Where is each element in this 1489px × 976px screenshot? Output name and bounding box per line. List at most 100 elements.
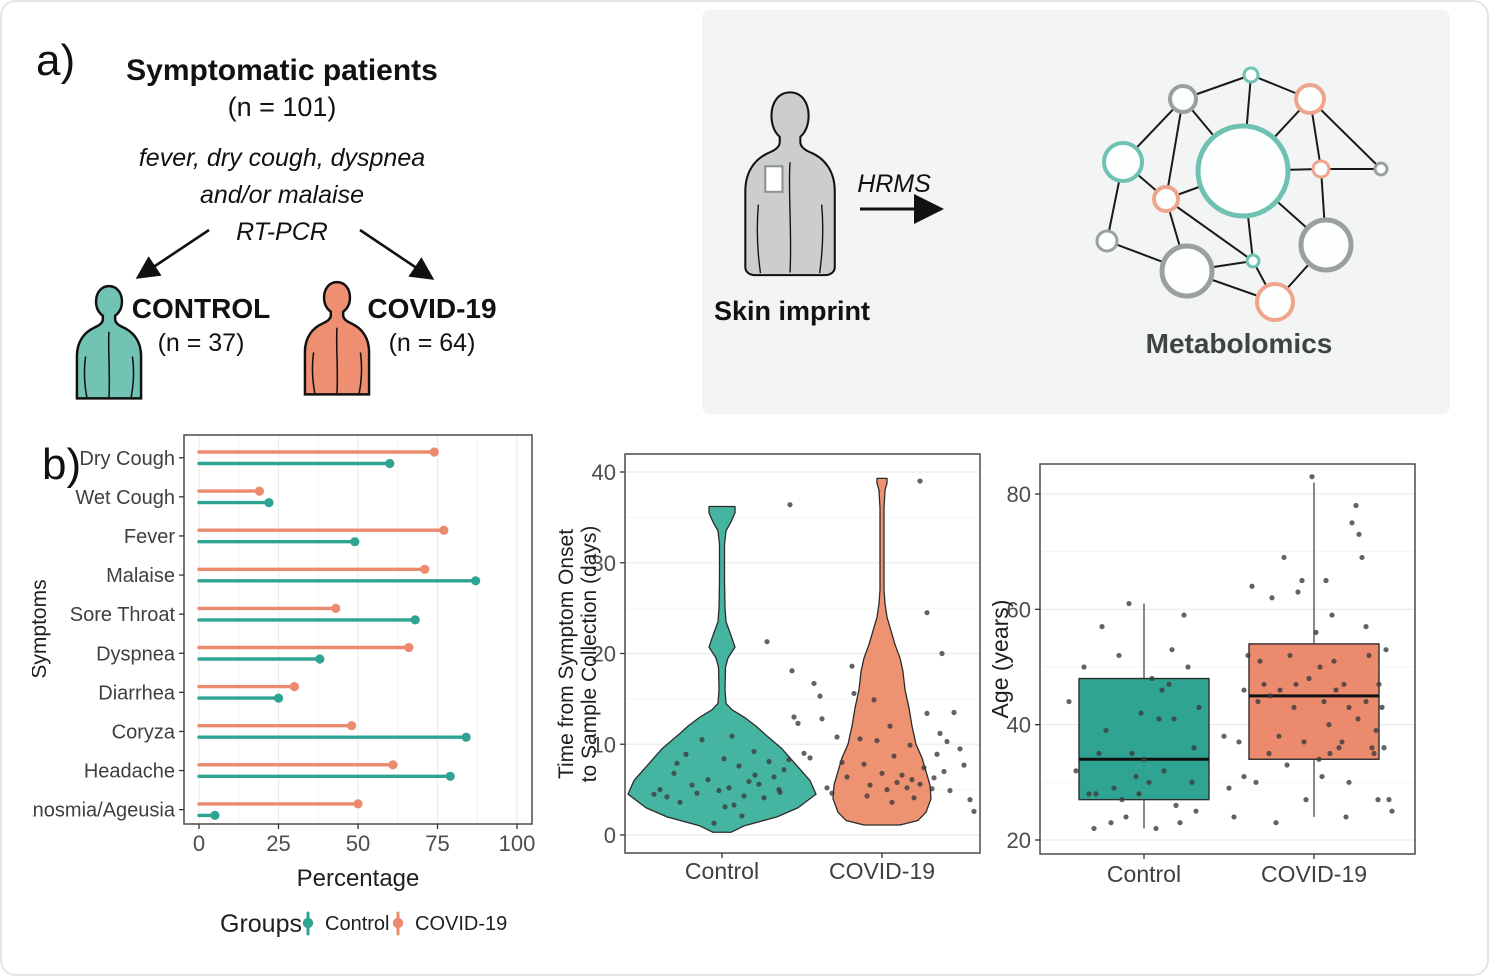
hrms-label: HRMS xyxy=(857,170,931,198)
y-tick-label: 0 xyxy=(604,823,616,848)
skin-imprint-label: Skin imprint xyxy=(713,296,870,326)
network-node-teal xyxy=(1102,141,1144,183)
y-tick-label: 60 xyxy=(1007,597,1031,622)
y-tick-label: 40 xyxy=(1007,713,1031,738)
network-node-teal xyxy=(1195,123,1291,219)
y-axis-title-line2: to Sample Collection (days) xyxy=(578,526,601,783)
flow-criteria-1: fever, dry cough, dyspnea xyxy=(138,144,426,172)
dot-covid xyxy=(420,564,430,574)
dot-control xyxy=(350,537,360,547)
dot-control xyxy=(445,771,455,781)
network-node-gray xyxy=(1159,243,1215,299)
dot-control xyxy=(264,498,274,508)
category-label: Diarrhea xyxy=(98,682,176,704)
network-edge xyxy=(1309,98,1382,170)
network-node-teal xyxy=(1245,253,1261,269)
dot-control xyxy=(210,810,220,820)
age-boxplot-chart: 20 40 60 80 Control COVID-19 Age (years) xyxy=(992,463,1416,887)
skin-patch xyxy=(764,165,784,193)
flow-criteria-2: and/or malaise xyxy=(200,181,364,209)
y-axis-title: Age (years) xyxy=(992,600,1013,719)
category-label: Dyspnea xyxy=(96,643,176,665)
y-axis-title: Symptoms xyxy=(32,579,51,678)
violin-axes: 0 10 20 30 40 Control COVID-19 xyxy=(592,460,936,884)
arrow-to-control xyxy=(135,228,210,279)
category-label: Fever xyxy=(124,526,175,548)
lollipop-x-axis: 0 25 50 75 100 xyxy=(193,824,535,856)
dot-covid xyxy=(429,447,439,457)
network-node-orange xyxy=(1294,83,1326,115)
network-edge xyxy=(1165,98,1184,200)
x-category-label: Control xyxy=(1107,861,1181,887)
box-panel-border xyxy=(1039,463,1416,855)
violin-control xyxy=(627,505,817,833)
jitter-points-covid-19 xyxy=(1221,474,1395,826)
x-category-label: Control xyxy=(685,858,759,884)
y-axis-title-line1: Time from Symptom Onset xyxy=(557,529,578,779)
network-node-orange xyxy=(1152,185,1180,213)
dot-control xyxy=(385,458,395,469)
covid-n: (n = 64) xyxy=(388,329,476,357)
network-node-orange xyxy=(1311,159,1331,179)
lollipop-legend: Groups Control COVID-19 xyxy=(220,910,507,938)
panel-a-label: a) xyxy=(36,36,76,85)
legend-label: Control xyxy=(325,913,389,935)
symptoms-lollipop-chart: Dry Cough Wet Cough Fever Malaise Sore Throa… xyxy=(32,434,535,938)
legend-title: Groups xyxy=(220,910,302,938)
dot-covid xyxy=(404,642,414,653)
panel-b-label: b) xyxy=(42,440,82,489)
network-edge xyxy=(1165,198,1254,262)
category-label: Anosmia/Ageusia xyxy=(32,800,176,822)
network-node-gray xyxy=(1298,217,1354,273)
dot-control xyxy=(273,693,284,703)
dot-control xyxy=(410,615,420,625)
control-n: (n = 37) xyxy=(157,329,245,357)
control-label: CONTROL xyxy=(131,293,271,324)
category-label: Dry Cough xyxy=(79,448,175,470)
y-tick-label: 40 xyxy=(592,460,616,485)
x-category-label: COVID-19 xyxy=(829,858,935,884)
dot-covid xyxy=(347,721,357,731)
control-body-icon xyxy=(75,284,143,400)
y-tick-label: 20 xyxy=(592,642,616,667)
x-tick-label: 75 xyxy=(425,831,449,856)
y-tick-label: 80 xyxy=(1007,482,1031,507)
dot-covid xyxy=(331,603,341,613)
jitter-points-covid-19 xyxy=(789,478,977,815)
x-tick-label: 100 xyxy=(499,831,536,856)
category-label: Malaise xyxy=(106,565,175,587)
box-covid-19 xyxy=(1248,482,1380,817)
network-node-gray xyxy=(1373,161,1389,177)
onset-violin-chart: 0 10 20 30 40 Control COVID-19 Time from Sympto… xyxy=(557,453,981,884)
metabolomics-label: Metabolomics xyxy=(1145,328,1333,359)
x-tick-label: 25 xyxy=(266,831,290,856)
dot-covid xyxy=(289,682,299,692)
lollipop-rows: Dry Cough Wet Cough Fever Malaise Sore Throa… xyxy=(32,447,481,822)
x-tick-label: 0 xyxy=(193,831,205,856)
jitter-points-control xyxy=(651,502,793,826)
iqr-box xyxy=(1078,677,1210,801)
category-label: Headache xyxy=(84,761,175,783)
flow-criteria-3: RT-PCR xyxy=(236,218,328,246)
network-node-gray xyxy=(1168,84,1198,114)
legend-label: COVID-19 xyxy=(415,913,507,935)
arrow-to-covid xyxy=(359,228,435,280)
dot-control xyxy=(461,732,471,742)
x-axis-title: Percentage xyxy=(297,865,420,892)
flow-arrows xyxy=(135,228,435,280)
jitter-points-control xyxy=(1066,600,1202,832)
metabolomics-network xyxy=(1095,66,1389,322)
covid-label: COVID-19 xyxy=(367,293,497,324)
box-axes: 20 40 60 80 Control COVID-19 xyxy=(1007,482,1368,887)
dot-covid xyxy=(388,760,398,770)
dot-control xyxy=(315,654,325,664)
x-tick-label: 50 xyxy=(346,831,370,856)
category-label: Wet Cough xyxy=(75,487,175,509)
category-label: Coryza xyxy=(112,721,176,743)
x-category-label: COVID-19 xyxy=(1261,861,1367,887)
network-node-teal xyxy=(1242,66,1260,84)
y-tick-label: 20 xyxy=(1007,828,1031,853)
iqr-box xyxy=(1248,643,1380,760)
covid-body-icon xyxy=(303,280,371,396)
